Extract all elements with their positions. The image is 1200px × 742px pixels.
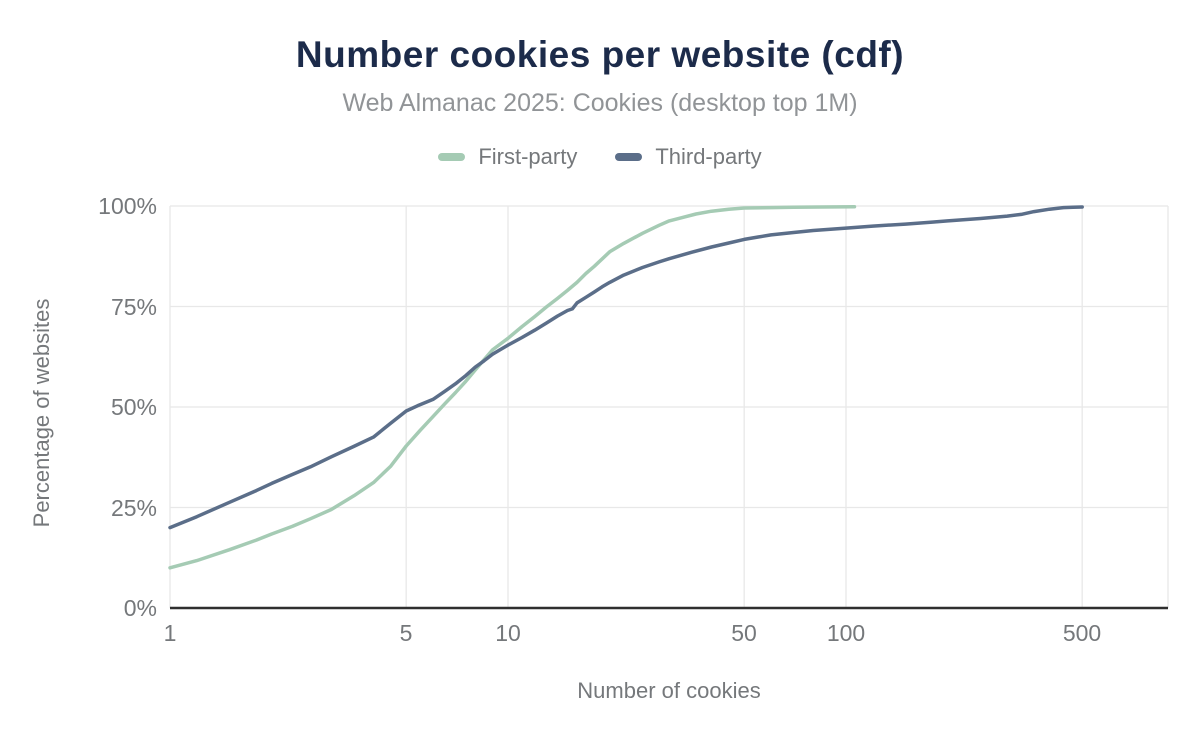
y-tick-label: 75% xyxy=(110,294,157,320)
x-tick-label: 5 xyxy=(399,620,413,646)
x-tick-label: 500 xyxy=(1062,620,1102,646)
x-tick-label: 10 xyxy=(495,620,521,646)
legend-item-third-party[interactable]: Third-party xyxy=(615,144,762,170)
x-tick-label: 1 xyxy=(163,620,177,646)
x-tick-label: 100 xyxy=(826,620,866,646)
first-party-swatch-icon xyxy=(438,153,466,161)
legend: First-party Third-party xyxy=(0,143,1200,171)
y-tick-label: 0% xyxy=(123,595,157,621)
y-tick-label: 50% xyxy=(110,394,157,420)
chart-title: Number cookies per website (cdf) xyxy=(295,34,905,75)
chart-subtitle: Web Almanac 2025: Cookies (desktop top 1… xyxy=(342,89,858,117)
y-axis-title: Percentage of websites xyxy=(29,298,54,528)
x-tick-label: 50 xyxy=(731,620,757,646)
third-party-swatch-icon xyxy=(615,153,643,161)
first-party-line[interactable] xyxy=(168,205,857,570)
third-party-line[interactable] xyxy=(168,205,1084,530)
y-tick-label: 25% xyxy=(110,495,157,521)
first-party-legend-label: First-party xyxy=(478,144,578,169)
y-tick-label: 100% xyxy=(98,193,157,219)
third-party-legend-label: Third-party xyxy=(655,144,762,169)
x-axis-title: Number of cookies xyxy=(577,678,761,703)
legend-item-first-party[interactable]: First-party xyxy=(438,144,577,170)
